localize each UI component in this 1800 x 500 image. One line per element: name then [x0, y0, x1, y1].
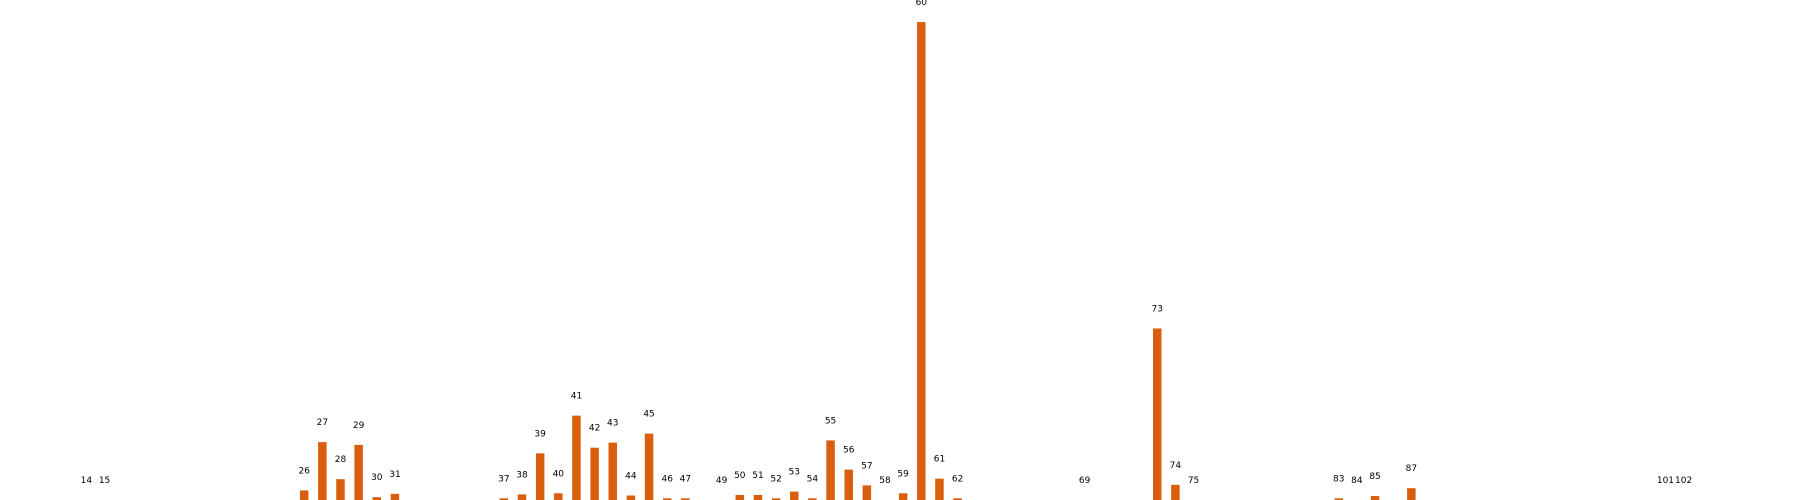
bar-label-83: 83 — [1333, 474, 1344, 484]
bar-label-29: 29 — [353, 421, 365, 431]
bar-45 — [644, 433, 654, 500]
bar-label-26: 26 — [298, 466, 310, 476]
bar-label-59: 59 — [897, 469, 909, 479]
bar-43 — [608, 442, 617, 500]
bar-label-30: 30 — [371, 473, 383, 483]
bar-label-58: 58 — [879, 476, 891, 486]
bar-53 — [790, 491, 799, 500]
bar-label-46: 46 — [661, 474, 673, 484]
bar-29 — [354, 444, 363, 500]
bar-60 — [917, 22, 926, 500]
bar-label-69: 69 — [1079, 476, 1091, 486]
bar-label-14: 14 — [81, 476, 93, 486]
bar-label-54: 54 — [807, 474, 819, 484]
bar-label-39: 39 — [534, 429, 546, 439]
bar-label-85: 85 — [1369, 472, 1380, 482]
bar-83 — [1334, 498, 1343, 500]
bar-label-101: 101 — [1657, 476, 1674, 486]
bar-label-75: 75 — [1188, 476, 1199, 486]
bar-51 — [753, 494, 763, 500]
bar-label-50: 50 — [734, 471, 746, 481]
bar-label-41: 41 — [571, 392, 582, 402]
bar-59 — [898, 493, 908, 500]
bar-47 — [681, 498, 690, 500]
bar-label-42: 42 — [589, 424, 600, 434]
bar-56 — [844, 469, 853, 500]
bar-42 — [590, 447, 599, 500]
bar-label-28: 28 — [335, 455, 347, 465]
bar-54 — [808, 498, 817, 500]
bar-41 — [572, 415, 581, 500]
bar-label-73: 73 — [1152, 304, 1163, 314]
bar-label-53: 53 — [789, 468, 800, 478]
bar-label-49: 49 — [716, 476, 728, 486]
bar-label-60: 60 — [916, 0, 928, 8]
bar-label-61: 61 — [934, 455, 945, 465]
bar-label-44: 44 — [625, 472, 637, 482]
bar-label-40: 40 — [553, 469, 565, 479]
bar-27 — [318, 442, 327, 500]
bar-label-57: 57 — [861, 461, 872, 471]
bar-label-31: 31 — [389, 470, 400, 480]
bar-label-45: 45 — [643, 410, 654, 420]
bar-31 — [390, 493, 400, 500]
bar-87 — [1407, 488, 1416, 500]
bar-label-56: 56 — [843, 446, 855, 456]
bar-label-37: 37 — [498, 474, 509, 484]
bar-85 — [1370, 496, 1380, 500]
bar-57 — [862, 485, 872, 500]
bar-46 — [662, 498, 672, 500]
bar-44 — [626, 495, 636, 500]
bar-label-74: 74 — [1170, 461, 1182, 471]
bar-50 — [735, 494, 745, 500]
bar-label-47: 47 — [680, 474, 691, 484]
bar-label-51: 51 — [752, 471, 763, 481]
bar-39 — [535, 453, 545, 500]
bar-52 — [771, 498, 781, 500]
bar-40 — [554, 493, 563, 500]
bar-55 — [826, 440, 835, 500]
bar-26 — [299, 490, 309, 500]
bar-74 — [1171, 484, 1180, 500]
bar-label-62: 62 — [952, 474, 963, 484]
bar-label-52: 52 — [770, 474, 781, 484]
bar-73 — [1153, 328, 1162, 500]
bar-61 — [935, 478, 944, 500]
bar-30 — [372, 497, 382, 500]
bar-38 — [517, 494, 527, 500]
bar-label-87: 87 — [1406, 464, 1417, 474]
bar-label-43: 43 — [607, 419, 618, 429]
bar-62 — [953, 498, 962, 500]
bar-28 — [336, 479, 345, 500]
bar-label-15: 15 — [99, 476, 110, 486]
bar-37 — [499, 498, 509, 500]
bar-label-84: 84 — [1351, 476, 1363, 486]
bar-label-27: 27 — [317, 418, 328, 428]
bar-label-38: 38 — [516, 470, 528, 480]
bar-label-102: 102 — [1675, 476, 1692, 486]
bar-label-55: 55 — [825, 416, 836, 426]
